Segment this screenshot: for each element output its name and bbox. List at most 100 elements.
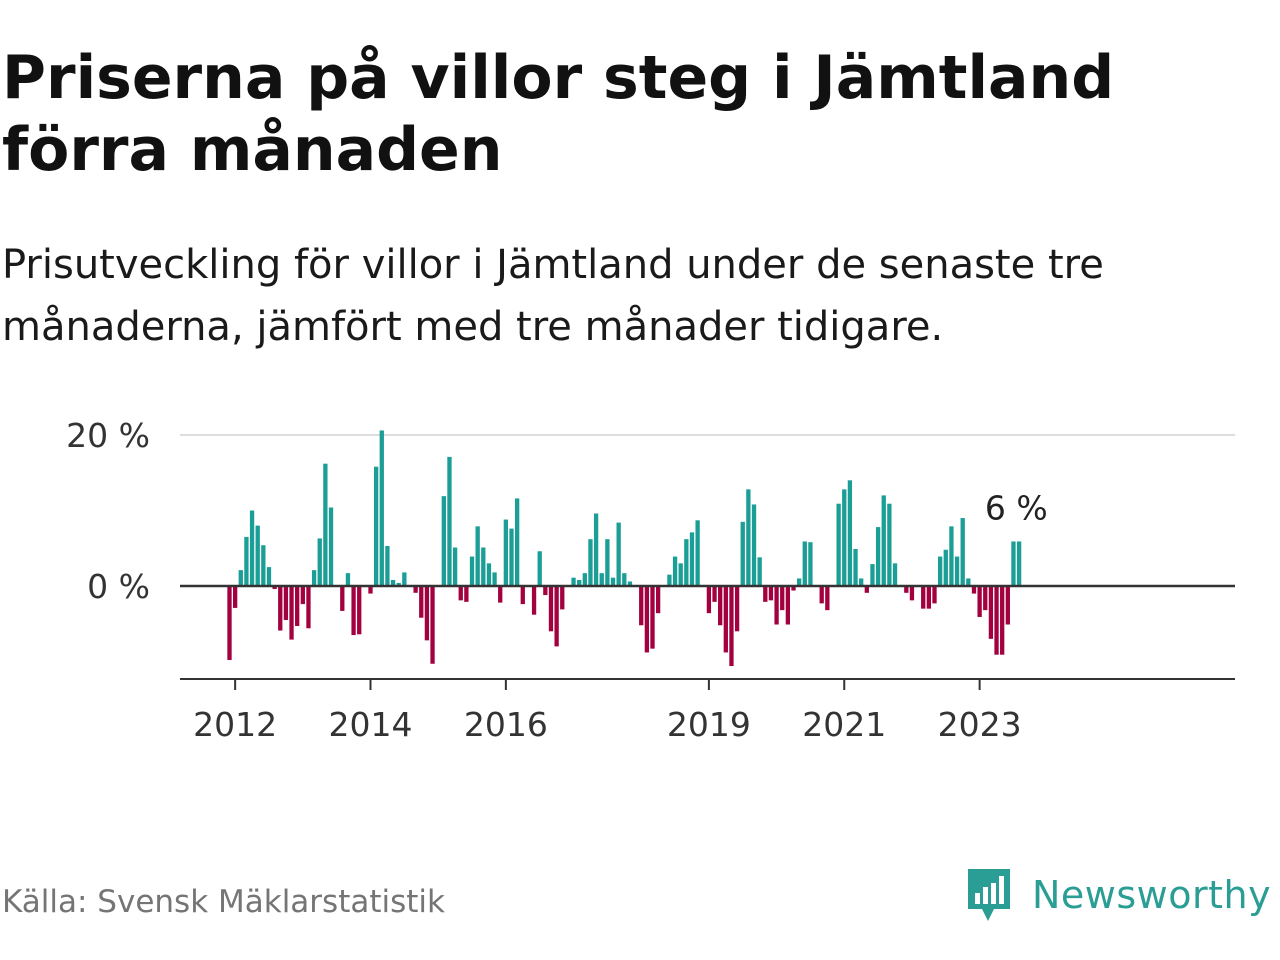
bar [864, 586, 869, 593]
bar [644, 586, 650, 653]
bar [712, 586, 717, 602]
bar [881, 495, 886, 586]
bar [847, 480, 853, 586]
bar [757, 557, 762, 586]
bar [255, 525, 260, 586]
bar [926, 586, 932, 609]
bar [616, 522, 621, 586]
bar [746, 489, 751, 586]
x-tick-label: 2023 [938, 705, 1022, 740]
bar [543, 586, 548, 596]
bar [531, 586, 537, 615]
x-tick-label: 2014 [329, 705, 413, 740]
bar [650, 586, 655, 649]
bar [503, 519, 509, 586]
bar [520, 586, 525, 605]
bar [853, 549, 858, 586]
bar [763, 586, 768, 602]
bar [475, 526, 480, 586]
bar [306, 586, 311, 629]
bar [808, 542, 813, 586]
bar [610, 577, 616, 586]
bar [385, 545, 390, 586]
bars-layer [227, 430, 1022, 667]
bar [368, 586, 373, 594]
newsworthy-bar-chart-icon [968, 869, 1010, 921]
bar [937, 556, 943, 586]
bar [593, 513, 599, 586]
bar [605, 539, 610, 586]
bar [402, 572, 407, 586]
bar [509, 528, 514, 586]
bar [498, 586, 503, 603]
bar [802, 541, 807, 586]
bar [819, 586, 824, 604]
bar [667, 574, 672, 586]
bar [740, 521, 745, 586]
bar [373, 466, 379, 586]
bar [390, 579, 396, 586]
bar [283, 586, 289, 620]
bar [971, 586, 977, 594]
bar [469, 556, 475, 586]
bar [892, 563, 898, 586]
source-note: Källa: Svensk Mäklarstatistik [2, 884, 445, 920]
bar [960, 518, 965, 586]
bar [548, 586, 554, 632]
bar [718, 586, 723, 626]
bar [825, 586, 830, 611]
bar [768, 586, 774, 601]
bar [796, 578, 802, 586]
bar [994, 586, 999, 655]
bar [723, 586, 728, 653]
bar [232, 586, 238, 608]
last-value-label: 6 % [985, 488, 1048, 527]
bar [481, 547, 486, 586]
bar [1005, 586, 1010, 625]
bar [582, 573, 587, 586]
y-tick-label: 0 % [87, 567, 150, 606]
bar [780, 586, 785, 611]
x-tick-label: 2019 [667, 705, 751, 740]
bar [238, 570, 243, 586]
bar [1000, 586, 1005, 655]
bar [588, 539, 593, 586]
bar [622, 573, 627, 586]
logo-text: Newsworthy [1032, 873, 1272, 917]
bar [949, 526, 954, 586]
bar [227, 586, 232, 660]
bar [413, 586, 418, 593]
bar [447, 456, 452, 586]
bar [684, 539, 689, 586]
bar [244, 536, 249, 586]
bar [791, 586, 796, 591]
bar [351, 586, 356, 636]
y-tick-label: 20 % [66, 416, 150, 455]
bar [249, 510, 255, 586]
bar [278, 586, 283, 631]
bar [954, 556, 960, 586]
bar [921, 586, 926, 609]
chart-title: Priserna på villor steg i Jämtland förra… [2, 43, 1115, 185]
bar [441, 496, 446, 586]
bar [909, 586, 915, 601]
bar [295, 586, 300, 627]
bar [328, 507, 334, 586]
newsworthy-logo: Newsworthy [964, 864, 1271, 926]
bar [560, 586, 565, 610]
bar [486, 563, 492, 586]
bar [774, 586, 779, 625]
x-tick-label: 2016 [464, 705, 548, 740]
bar [734, 586, 740, 632]
bar [458, 586, 463, 601]
labels-layer: 0 % 20 % 2012 2014 2016 2019 2021 2023 6 % [66, 416, 1048, 740]
bar [966, 578, 971, 586]
bar [323, 463, 328, 586]
bar [289, 586, 294, 640]
bar [317, 538, 322, 586]
bar [655, 586, 661, 614]
bar [424, 586, 430, 641]
bar [537, 551, 542, 586]
bar [571, 577, 576, 586]
bar [988, 586, 994, 639]
